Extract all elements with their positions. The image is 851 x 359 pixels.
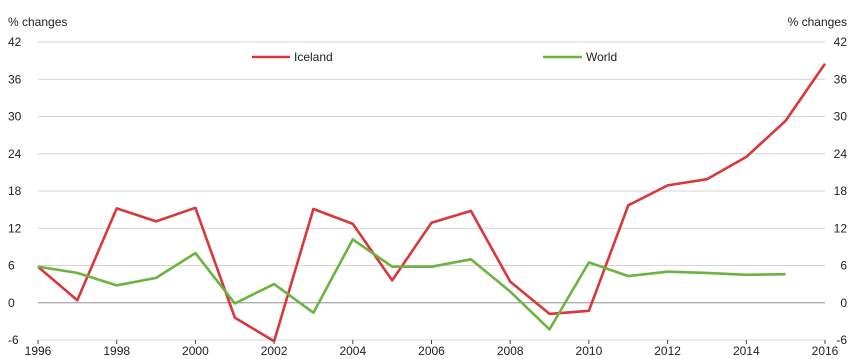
y-tick-right-6: 6 — [840, 259, 847, 273]
x-tick-1996: 1996 — [25, 344, 52, 358]
y-tick-right-24: 24 — [834, 147, 848, 161]
y-axis-right-ticks: -6 0 6 12 18 24 30 36 42 — [834, 35, 848, 347]
x-tick-2014: 2014 — [733, 344, 760, 358]
y-tick-left-12: 12 — [8, 221, 22, 235]
y-axis-left-ticks: -6 0 6 12 18 24 30 36 42 — [8, 35, 22, 347]
y-tick-right--6: -6 — [836, 333, 847, 347]
y-tick-right-0: 0 — [840, 296, 847, 310]
x-tick-2000: 2000 — [182, 344, 209, 358]
y-tick-left-30: 30 — [8, 110, 22, 124]
x-axis-ticks: 1996 1998 2000 2002 2004 2006 2008 2010 2012 2014… — [25, 340, 839, 358]
series-layer — [37, 62, 827, 343]
x-tick-2002: 2002 — [261, 344, 288, 358]
series-line-iceland — [37, 62, 827, 343]
gridlines — [38, 41, 825, 341]
y-tick-left-18: 18 — [8, 184, 22, 198]
y-axis-right-unit-label: % changes — [788, 15, 847, 29]
legend-label-world: World — [586, 50, 617, 64]
legend-label-iceland: Iceland — [294, 50, 333, 64]
y-tick-left--6: -6 — [8, 333, 19, 347]
y-tick-right-18: 18 — [834, 184, 848, 198]
y-tick-left-36: 36 — [8, 72, 22, 86]
x-tick-1998: 1998 — [103, 344, 130, 358]
y-tick-left-24: 24 — [8, 147, 22, 161]
x-tick-2016: 2016 — [812, 344, 839, 358]
x-tick-2012: 2012 — [654, 344, 681, 358]
y-tick-right-42: 42 — [834, 35, 848, 49]
y-tick-right-30: 30 — [834, 110, 848, 124]
y-tick-left-6: 6 — [8, 259, 15, 273]
y-tick-right-12: 12 — [834, 221, 848, 235]
y-axis-left-unit-label: % changes — [8, 15, 67, 29]
legend: Iceland World — [252, 50, 617, 64]
y-tick-right-36: 36 — [834, 72, 848, 86]
x-tick-2004: 2004 — [339, 344, 366, 358]
x-tick-2008: 2008 — [497, 344, 524, 358]
series-line-world — [37, 238, 786, 331]
x-tick-2006: 2006 — [418, 344, 445, 358]
x-tick-2010: 2010 — [576, 344, 603, 358]
y-tick-left-42: 42 — [8, 35, 22, 49]
y-tick-left-0: 0 — [8, 296, 15, 310]
